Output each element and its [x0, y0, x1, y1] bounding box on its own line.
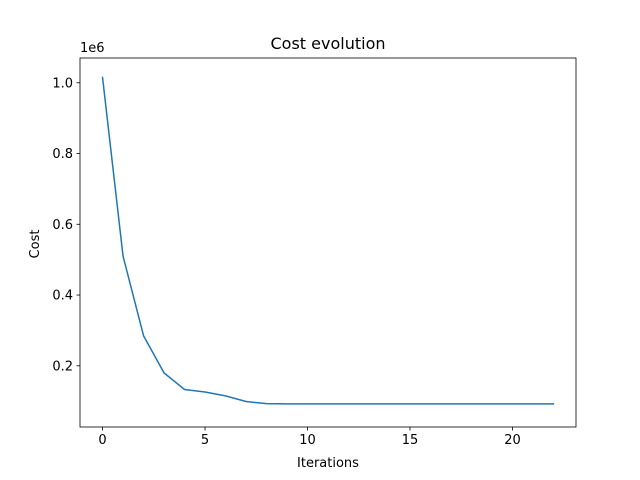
y-axis-label: Cost: [28, 230, 43, 259]
y-tick-label: 0.6: [52, 218, 73, 233]
x-tick-label: 5: [201, 433, 209, 448]
x-tick-label: 0: [98, 433, 106, 448]
x-tick-label: 15: [402, 433, 419, 448]
y-tick-label: 0.4: [52, 289, 73, 304]
y-tick-label: 1.0: [52, 76, 73, 91]
y-axis-offset-label: 1e6: [80, 41, 105, 56]
chart-title: Cost evolution: [271, 34, 386, 53]
plot-area: [101, 76, 555, 405]
x-axis-label: Iterations: [297, 456, 359, 471]
axes-frame: [79, 57, 577, 428]
y-tick-label: 0.8: [52, 147, 73, 162]
series-line-0: [101, 76, 555, 405]
y-tick-label: 0.2: [52, 359, 73, 374]
x-tick-label: 20: [504, 433, 521, 448]
axes: 0 5 10 15 20 0.2 0.4 0.6 0.8 1.0: [52, 57, 577, 448]
x-tick-label: 10: [299, 433, 316, 448]
